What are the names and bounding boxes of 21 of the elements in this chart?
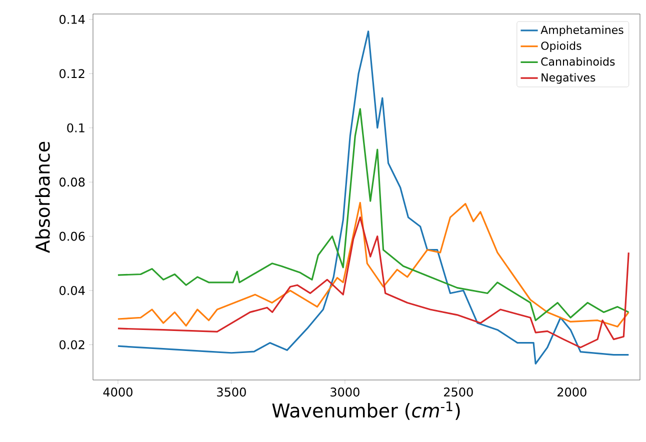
legend-label: Cannabinoids: [541, 57, 615, 66]
line-series: [117, 216, 630, 348]
x-axis-title: Wavenumber (cm$^{-1}$): [272, 401, 460, 420]
y-tick-label: 0.02: [60, 340, 84, 350]
line-series: [117, 108, 630, 322]
y-tick-label: 0.04: [60, 286, 85, 296]
legend-label: Amphetamines: [540, 26, 624, 36]
legend-label: Negatives: [542, 73, 596, 84]
x-tick-label: 2500: [444, 388, 473, 397]
line-series: [117, 202, 630, 328]
x-tick-label: 2000: [558, 388, 586, 397]
y-axis-title: Absorbance: [35, 142, 50, 253]
y-tick-label: 0.1: [67, 123, 84, 132]
x-tick-label: 3500: [217, 388, 246, 397]
y-tick-label: 0.12: [60, 69, 84, 78]
x-tick-label: 3000: [330, 388, 360, 397]
y-tick-label: 0.06: [60, 232, 85, 241]
y-tick-label: 0.08: [60, 178, 85, 187]
y-tick-label: 0.14: [60, 14, 85, 24]
legend-label: Opioids: [541, 41, 582, 52]
x-tick-label: 4000: [103, 388, 132, 397]
